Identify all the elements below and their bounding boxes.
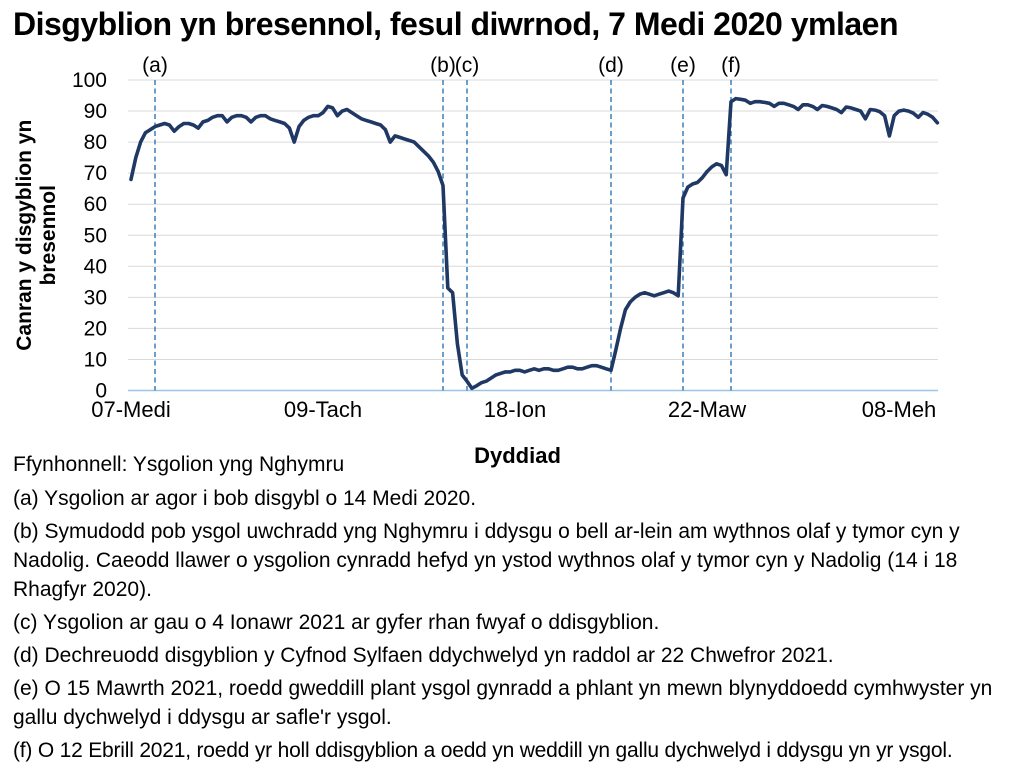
event-label-a: (a) bbox=[142, 54, 168, 77]
event-label-b: (b) bbox=[430, 54, 456, 77]
attendance-line-chart: 0 10 20 30 40 50 60 70 80 90 100 07-Medi 09-Tach 18-I… bbox=[13, 54, 940, 422]
x-tick-label: 18-Ion bbox=[484, 397, 546, 422]
y-tick-label: 90 bbox=[84, 100, 107, 123]
event-label-e: (e) bbox=[670, 54, 696, 77]
footnote-c: (c) Ysgolion ar gau o 4 Ionawr 2021 ar g… bbox=[13, 611, 660, 634]
y-axis-title: bresennol bbox=[37, 185, 60, 285]
chart-title: Disgyblion yn bresennol, fesul diwrnod, … bbox=[13, 6, 899, 42]
y-tick-label: 50 bbox=[84, 224, 107, 247]
footnote-f: (f) O 12 Ebrill 2021, roedd yr holl ddis… bbox=[13, 739, 953, 762]
y-tick-label: 40 bbox=[84, 255, 107, 278]
footnotes-block: (a) Ysgolion ar agor i bob disgybl o 14 … bbox=[13, 484, 1015, 769]
x-tick-label: 07-Medi bbox=[91, 397, 170, 422]
y-tick-label: 100 bbox=[72, 69, 107, 92]
footnote-b: (b) Symudodd pob ysgol uwchradd yng Nghy… bbox=[13, 520, 960, 601]
x-tick-label: 09-Tach bbox=[284, 397, 362, 422]
footnote-d: (d) Dechreuodd disgyblion y Cyfnod Sylfa… bbox=[13, 644, 834, 667]
y-tick-label: 20 bbox=[84, 317, 107, 340]
y-tick-label: 70 bbox=[84, 162, 107, 185]
event-label-c: (c) bbox=[455, 54, 480, 77]
footnote-e: (e) O 15 Mawrth 2021, roedd gweddill pla… bbox=[13, 677, 993, 729]
attendance-line bbox=[129, 96, 940, 391]
x-tick-label: 08-Meh bbox=[862, 397, 937, 422]
y-tick-label: 30 bbox=[84, 286, 107, 309]
y-tick-label: 60 bbox=[84, 193, 107, 216]
event-label-d: (d) bbox=[598, 54, 624, 77]
footnote-a: (a) Ysgolion ar agor i bob disgybl o 14 … bbox=[13, 487, 477, 510]
x-tick-label: 22-Maw bbox=[668, 397, 746, 422]
event-label-f: (f) bbox=[721, 54, 741, 77]
x-axis-title: Dyddiad bbox=[474, 443, 561, 468]
source-note: Ffynhonnell: Ysgolion yng Nghymru bbox=[13, 453, 345, 476]
y-axis-title: Canran y disgyblion yn bbox=[13, 120, 36, 351]
y-tick-label: 10 bbox=[84, 348, 107, 371]
y-tick-label: 80 bbox=[84, 131, 107, 154]
y-tick-label: 0 bbox=[95, 380, 107, 403]
